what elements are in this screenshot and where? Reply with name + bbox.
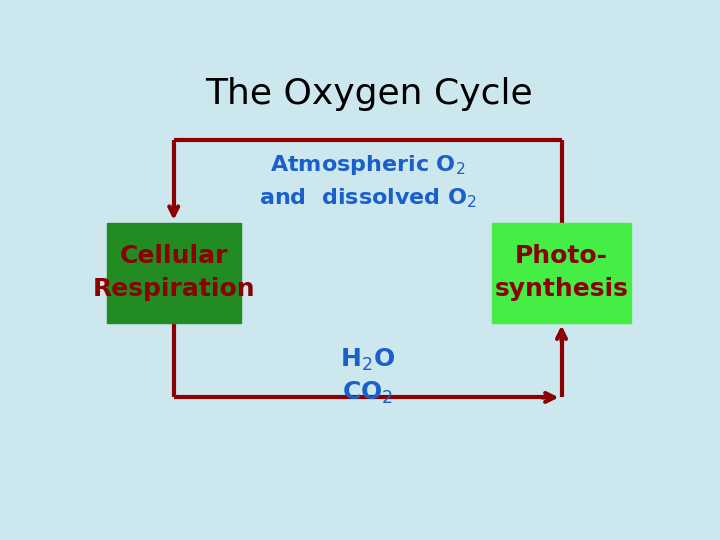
Text: Photo-
synthesis: Photo- synthesis (495, 244, 629, 301)
Text: and  dissolved O$_2$: and dissolved O$_2$ (258, 186, 477, 210)
Text: Atmospheric O$_2$: Atmospheric O$_2$ (270, 153, 465, 177)
Text: Cellular
Respiration: Cellular Respiration (92, 244, 255, 301)
Text: CO$_2$: CO$_2$ (342, 380, 393, 407)
Text: The Oxygen Cycle: The Oxygen Cycle (205, 77, 533, 111)
FancyBboxPatch shape (107, 223, 240, 322)
Text: H$_2$O: H$_2$O (340, 347, 395, 373)
FancyBboxPatch shape (492, 223, 631, 322)
